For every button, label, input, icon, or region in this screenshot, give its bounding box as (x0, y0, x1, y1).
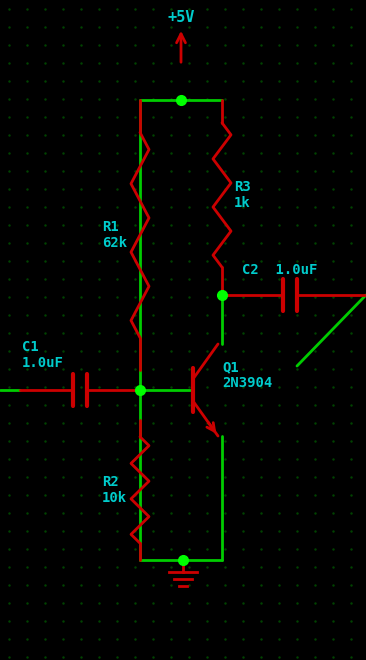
Text: R1
62k: R1 62k (102, 220, 127, 250)
Text: Q1
2N3904: Q1 2N3904 (222, 360, 272, 390)
Text: R3
1k: R3 1k (234, 180, 251, 210)
Text: C2  1.0uF: C2 1.0uF (242, 263, 317, 277)
Text: R2
10k: R2 10k (102, 475, 127, 505)
Text: C1
1.0uF: C1 1.0uF (22, 340, 64, 370)
Text: +5V: +5V (167, 11, 195, 26)
